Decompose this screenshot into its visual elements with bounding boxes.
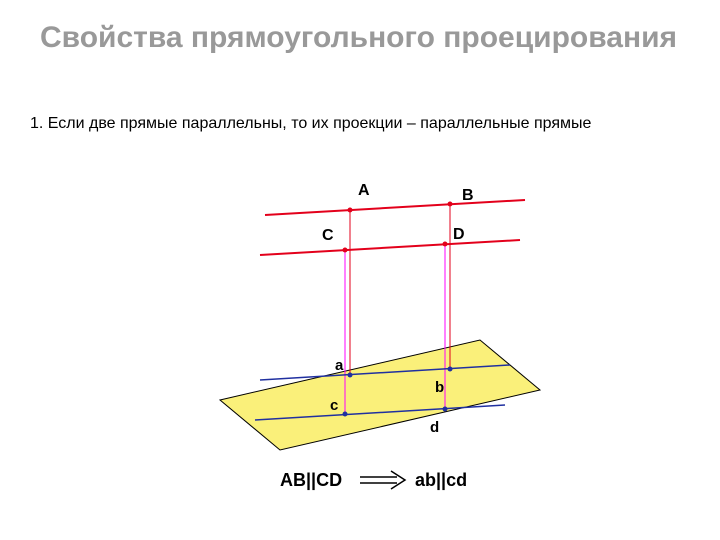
point-B: [448, 202, 453, 207]
label-C: C: [322, 227, 334, 244]
point-C: [343, 248, 348, 253]
point-c: [343, 412, 348, 417]
projection-diagram: A B C Da b c d AB||CD ab||cd: [170, 170, 570, 520]
label-B: B: [462, 187, 474, 204]
statement-text: 1. Если две прямые параллельны, то их пр…: [30, 115, 591, 133]
label-D: D: [453, 226, 465, 243]
label-d: d: [430, 419, 439, 436]
conclusion-right: ab||cd: [415, 470, 467, 490]
conclusion-left: AB||CD: [280, 470, 342, 490]
projection-plane: [220, 340, 540, 450]
page-title: Свойства прямоугольного проецирования: [40, 20, 677, 56]
point-D: [443, 242, 448, 247]
label-A: A: [358, 182, 370, 199]
point-a: [348, 373, 353, 378]
point-d: [443, 407, 448, 412]
implies-arrow-icon: [360, 471, 405, 489]
label-b: b: [435, 379, 444, 396]
point-b: [448, 367, 453, 372]
point-A: [348, 208, 353, 213]
label-c: c: [330, 397, 338, 414]
label-a: a: [335, 357, 344, 374]
line-AB: [265, 200, 525, 215]
line-CD: [260, 240, 520, 255]
